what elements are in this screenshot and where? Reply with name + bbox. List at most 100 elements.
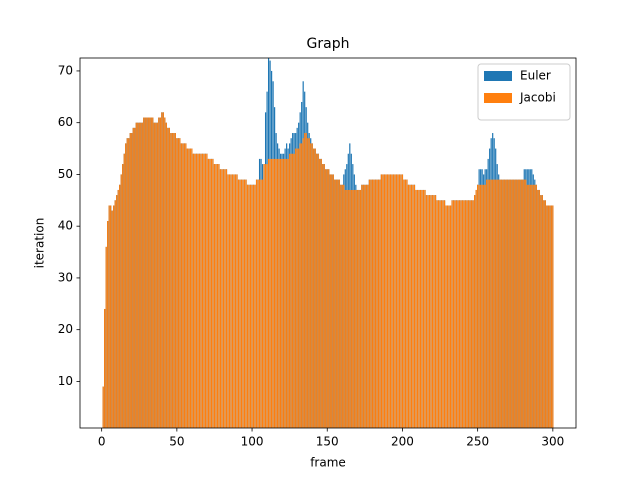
bar <box>547 205 549 428</box>
bar <box>502 179 504 428</box>
bar <box>364 184 366 428</box>
legend: Euler Jacobi <box>477 63 571 121</box>
bar <box>484 184 486 428</box>
bar <box>480 184 482 428</box>
bar <box>389 174 392 428</box>
bar <box>466 200 468 428</box>
bar <box>519 179 521 428</box>
bar <box>385 174 387 428</box>
bar <box>171 133 173 428</box>
bar <box>457 200 459 428</box>
bar <box>538 189 540 428</box>
bar <box>540 195 542 428</box>
bar <box>452 200 455 428</box>
chart-title: Graph <box>307 36 350 52</box>
bar <box>475 189 477 428</box>
bar <box>191 148 193 428</box>
bar <box>197 153 199 429</box>
bar <box>465 200 467 428</box>
bar <box>305 133 307 428</box>
bar <box>338 179 340 428</box>
bar <box>448 205 450 428</box>
bar <box>322 164 324 428</box>
bar <box>395 174 398 428</box>
bar <box>234 174 237 428</box>
bar <box>269 158 271 428</box>
bar <box>388 174 390 428</box>
x-axis-label: frame <box>310 456 346 470</box>
x-tick-label: 100 <box>241 435 264 449</box>
bar <box>108 205 110 428</box>
bar <box>511 179 513 428</box>
bar <box>325 169 327 429</box>
bar <box>254 184 256 428</box>
bar <box>487 179 489 428</box>
bar <box>531 184 533 428</box>
bar <box>162 112 164 428</box>
bar <box>299 143 301 428</box>
bar <box>523 179 525 428</box>
bar <box>391 174 393 428</box>
bar <box>346 189 348 428</box>
bar <box>352 189 354 428</box>
bar <box>137 122 139 429</box>
bar <box>258 179 261 428</box>
bar <box>126 138 128 429</box>
bar <box>361 184 363 428</box>
bar <box>386 174 389 428</box>
bar <box>483 184 485 428</box>
bar <box>434 195 437 428</box>
bar <box>204 153 207 429</box>
bar <box>144 117 146 428</box>
bar <box>311 143 313 428</box>
bar <box>371 179 373 428</box>
bar <box>122 164 124 428</box>
bar <box>507 179 509 428</box>
bar <box>307 138 309 429</box>
bar <box>143 117 145 428</box>
bar <box>418 189 420 428</box>
bar <box>224 169 226 429</box>
bar <box>332 174 334 428</box>
bar <box>271 158 273 428</box>
bar <box>221 169 223 429</box>
x-tick-label: 200 <box>391 435 414 449</box>
bar <box>141 122 143 429</box>
bar <box>362 184 364 428</box>
bar <box>477 184 479 428</box>
bar <box>150 117 152 428</box>
bar <box>431 195 434 428</box>
bar <box>460 200 462 428</box>
bar <box>535 184 537 428</box>
bar <box>471 200 473 428</box>
bar <box>469 200 471 428</box>
bar <box>207 158 210 428</box>
bar <box>543 200 545 428</box>
bar <box>293 153 295 429</box>
bar <box>310 143 312 428</box>
bar <box>498 179 500 428</box>
bar <box>370 179 372 428</box>
bar <box>111 210 113 428</box>
bar <box>517 179 519 428</box>
bar <box>292 153 294 429</box>
bar <box>433 195 435 428</box>
bar <box>159 117 161 428</box>
bar <box>398 174 401 428</box>
bar <box>413 184 416 428</box>
bar <box>227 174 229 428</box>
bar <box>116 195 118 428</box>
bar <box>424 189 426 428</box>
bar <box>427 195 429 428</box>
y-tick-label: 20 <box>58 322 73 336</box>
y-tick-label: 50 <box>58 167 73 181</box>
bar <box>275 158 277 428</box>
bar <box>454 200 456 428</box>
bar <box>146 117 148 428</box>
bar <box>313 148 315 428</box>
bar <box>228 174 231 428</box>
bar <box>516 179 518 428</box>
bar <box>528 184 530 428</box>
bar <box>296 148 298 428</box>
bar <box>368 179 370 428</box>
